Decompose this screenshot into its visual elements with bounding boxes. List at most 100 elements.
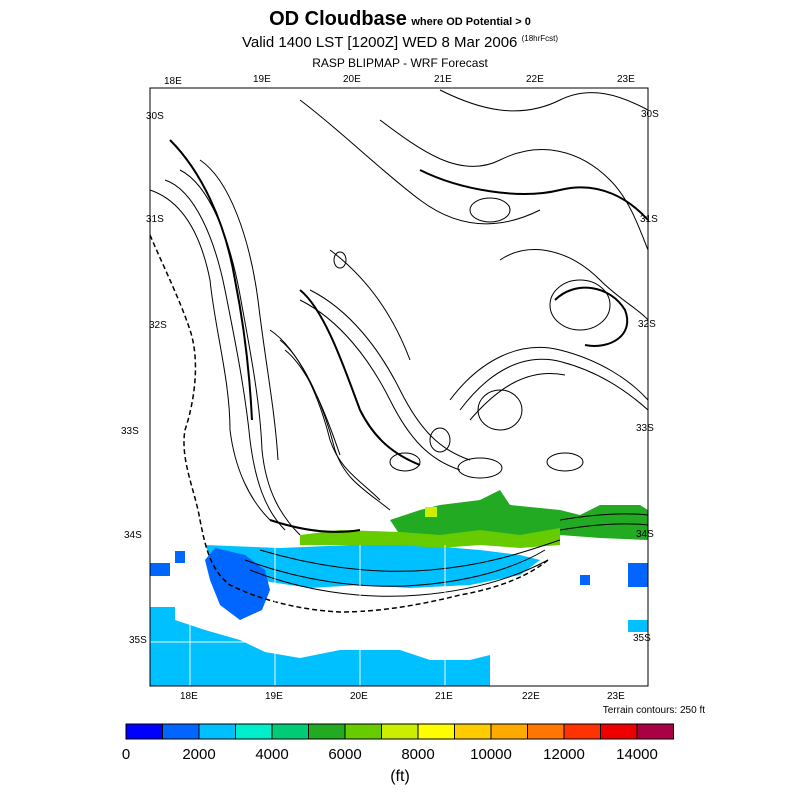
shading-light-blue-coast <box>205 545 540 588</box>
lat-label-left: 35S <box>129 635 147 646</box>
title-sub: where OD Potential > 0 <box>411 16 531 28</box>
title-main: OD Cloudbase <box>269 8 407 30</box>
colorbar-swatch <box>636 723 674 740</box>
coastline <box>149 234 549 613</box>
contour-loop <box>477 389 523 431</box>
contour-line <box>379 119 649 251</box>
colorbar-swatch <box>381 723 419 740</box>
cloudbase-shading <box>150 490 648 686</box>
contour-loop <box>429 427 451 453</box>
colorbar-tick-label: 4000 <box>255 746 289 763</box>
colorbar-swatch <box>527 723 565 740</box>
lat-label-right: 31S <box>640 214 658 225</box>
lon-label-top: 21E <box>434 74 452 85</box>
terrain-note: Terrain contours: 250 ft <box>602 705 705 716</box>
contour-line <box>469 373 566 421</box>
contour-line <box>179 169 301 536</box>
lat-label-left: 33S <box>121 426 139 437</box>
contour-line <box>309 289 471 461</box>
contour-line <box>249 559 549 597</box>
lon-label-top: 22E <box>526 74 544 85</box>
lon-label-bottom: 18E <box>180 691 198 702</box>
colorbar-tick-label: 0 <box>121 746 131 763</box>
contour-loop <box>469 197 511 223</box>
shading-light-blue-south <box>150 607 490 686</box>
source-line: RASP BLIPMAP - WRF Forecast <box>312 56 488 70</box>
contour-line <box>459 358 649 411</box>
shading-green-band <box>390 490 648 540</box>
contour-line <box>259 539 561 572</box>
valid-time-line: Valid 1400 LST [1200Z] WED 8 Mar 2006 (1… <box>0 34 800 51</box>
colorbar-swatch <box>563 723 601 740</box>
shading-blue-cell-2 <box>175 551 185 563</box>
lat-label-right: 34S <box>636 529 654 540</box>
contour-loop <box>546 452 584 472</box>
lon-label-bottom: 23E <box>607 691 625 702</box>
lat-label-right: 30S <box>641 109 659 120</box>
colorbar-swatch <box>600 723 638 740</box>
map-title: OD Cloudbase where OD Potential > 0 <box>0 8 800 31</box>
colorbar-swatch <box>198 723 236 740</box>
lon-label-bottom: 19E <box>265 691 283 702</box>
lat-label-left: 30S <box>146 111 164 122</box>
colorbar-tick-label: 10000 <box>470 746 512 763</box>
contour-line <box>199 159 279 461</box>
forecast-hour: (18hrFcst) <box>521 34 559 43</box>
colorbar-tick-label: 6000 <box>328 746 362 763</box>
contour-line <box>439 89 649 112</box>
contour-line <box>284 349 341 456</box>
colorbar-tick-label: 12000 <box>543 746 585 763</box>
thick-contour-line <box>419 169 649 221</box>
contour-line <box>329 249 411 361</box>
graticule <box>150 545 648 686</box>
contour-line <box>149 189 271 521</box>
contour-line <box>559 523 649 531</box>
colorbar-swatch <box>417 723 455 740</box>
lon-label-bottom: 21E <box>435 691 453 702</box>
valid-time: Valid 1400 LST [1200Z] WED 8 Mar 2006 <box>241 34 518 51</box>
lon-label-top: 23E <box>617 74 635 85</box>
terrain-contours <box>149 89 649 597</box>
contour-loop <box>389 452 421 472</box>
colorbar-swatch <box>235 723 273 740</box>
shading-light-blue-east <box>628 620 648 632</box>
colorbar-tick-label: 8000 <box>401 746 435 763</box>
contour-line <box>279 339 391 511</box>
colorbar <box>125 723 674 740</box>
contour-line <box>164 179 286 531</box>
shading-yellow-cell <box>425 507 437 517</box>
lat-label-left: 32S <box>149 320 167 331</box>
colorbar-swatch <box>490 723 528 740</box>
lon-label-top: 19E <box>253 74 271 85</box>
contour-line <box>299 99 541 225</box>
contour-line <box>449 346 649 401</box>
contour-line <box>559 513 649 521</box>
colorbar-tick-label: 2000 <box>182 746 216 763</box>
lat-label-right: 35S <box>633 633 651 644</box>
colorbar-swatch <box>125 723 163 740</box>
lat-label-left: 34S <box>124 530 142 541</box>
contour-loop <box>333 251 347 269</box>
lon-label-bottom: 22E <box>522 691 540 702</box>
map-frame <box>149 87 649 687</box>
colorbar-swatch <box>162 723 200 740</box>
lon-label-top: 20E <box>343 74 361 85</box>
contour-loop <box>549 279 611 331</box>
thick-contours <box>169 139 649 533</box>
colorbar-swatch <box>271 723 309 740</box>
thick-contour-line <box>299 289 421 466</box>
coastline-path <box>149 234 549 613</box>
shading-blue-coast <box>205 548 270 620</box>
thick-contour-line <box>554 286 629 347</box>
colorbar-units: (ft) <box>390 768 410 785</box>
colorbar-swatch <box>308 723 346 740</box>
thick-contour-line <box>169 139 253 421</box>
shading-light-green-band <box>300 528 560 548</box>
contour-line <box>299 299 461 471</box>
lon-label-bottom: 20E <box>350 691 368 702</box>
lat-label-right: 32S <box>638 319 656 330</box>
lon-label-top: 18E <box>164 76 182 87</box>
colorbar-tick-label: 14000 <box>616 746 658 763</box>
contour-line <box>244 549 546 587</box>
